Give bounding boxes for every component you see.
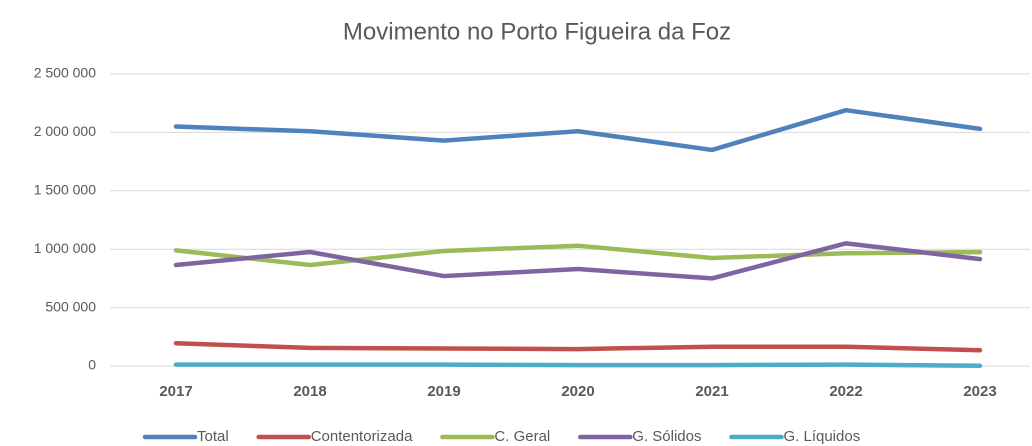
y-tick-label: 1 000 000 [34, 240, 96, 256]
series-line [173, 107, 983, 153]
legend-label: G. Líquidos [783, 428, 860, 445]
x-tick-label: 2017 [159, 383, 192, 400]
legend-label: Total [197, 428, 229, 445]
x-tick-label: 2020 [561, 383, 594, 400]
series-line [173, 241, 983, 281]
x-tick-label: 2023 [963, 383, 996, 400]
legend-label: C. Geral [494, 428, 550, 445]
legend-label: G. Sólidos [632, 428, 701, 445]
y-tick-label: 1 500 000 [34, 182, 96, 198]
series-line [173, 243, 983, 268]
y-tick-label: 0 [88, 357, 96, 373]
x-tick-label: 2018 [293, 383, 326, 400]
chart-title: Movimento no Porto Figueira da Foz [343, 18, 731, 45]
x-tick-label: 2021 [695, 383, 728, 400]
y-tick-label: 2 000 000 [34, 123, 96, 139]
legend-label: Contentorizada [311, 428, 413, 445]
x-tick-label: 2022 [829, 383, 862, 400]
series-line [173, 362, 983, 369]
series-line [173, 340, 983, 353]
y-tick-label: 2 500 000 [34, 65, 96, 81]
x-tick-label: 2019 [427, 383, 460, 400]
y-tick-label: 500 000 [45, 298, 96, 314]
